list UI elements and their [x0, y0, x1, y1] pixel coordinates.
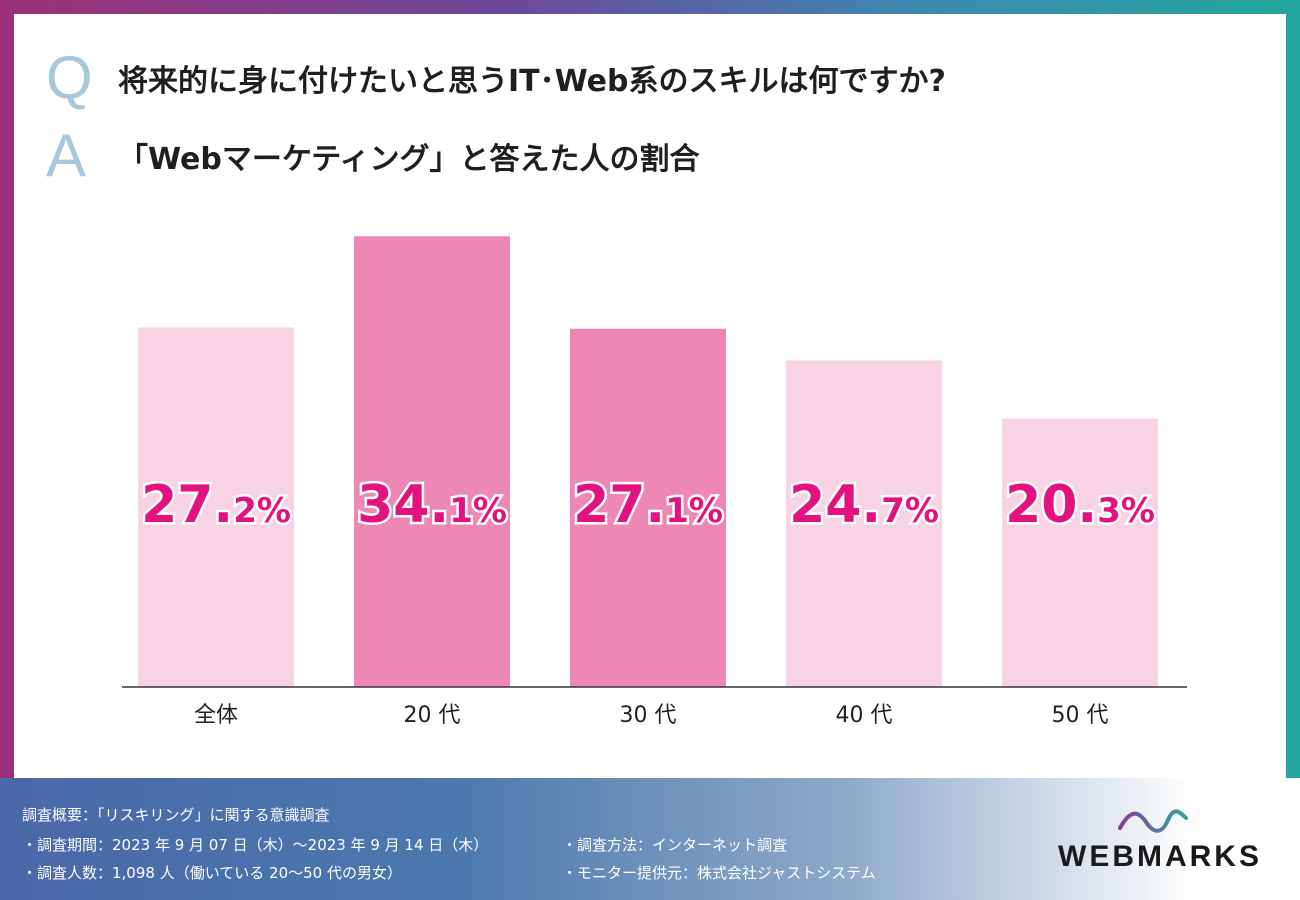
answer-letter: A [46, 122, 87, 189]
logo-text: WEBMARKS [1058, 840, 1262, 873]
category-label-2: 30 代 [620, 703, 677, 728]
wave-icon [1118, 809, 1188, 833]
survey-footer: 調査概要：「リスキリング」に関する意識調査 ・調査期間：2023 年 9 月 0… [0, 778, 1300, 900]
survey-method: ・調査方法：インターネット調査 [562, 836, 788, 854]
value-label-1: 34.1% [357, 475, 507, 535]
bar-4 [1002, 418, 1158, 687]
bar-0 [138, 327, 294, 687]
answer-row: A 「Webマーケティング」と答えた人の割合 [46, 126, 699, 186]
chart-card: Q 将来的に身に付けたいと思うIT･Web系のスキルは何ですか? A 「Webマ… [14, 14, 1286, 778]
value-label-0: 27.2% [141, 475, 291, 535]
category-label-4: 50 代 [1052, 703, 1109, 728]
value-label-4: 20.3% [1005, 475, 1155, 535]
value-label-3: 24.7% [789, 475, 939, 535]
question-row: Q 将来的に身に付けたいと思うIT･Web系のスキルは何ですか? [46, 48, 946, 108]
answer-text: 「Webマーケティング」と答えた人の割合 [118, 142, 700, 177]
category-label-1: 20 代 [404, 703, 461, 728]
survey-title: 調査概要：「リスキリング」に関する意識調査 [22, 806, 330, 824]
question-letter: Q [46, 44, 93, 111]
bar-1 [354, 236, 510, 687]
category-label-3: 40 代 [836, 703, 893, 728]
bar-2 [570, 328, 726, 687]
survey-respondents: ・調査人数：1,098 人（働いている 20～50 代の男女） [22, 864, 402, 882]
value-label-2: 27.1% [573, 475, 723, 535]
bar-3 [786, 360, 942, 687]
bar-chart: 27.2% 全体 34.1% 20 代 27.1% 30 代 24.7% 40 代 20.3% 5… [122, 236, 1187, 728]
webmarks-logo: WEBMARKS [1058, 808, 1262, 874]
question-text: 将来的に身に付けたいと思うIT･Web系のスキルは何ですか? [118, 64, 946, 99]
category-label-0: 全体 [194, 703, 238, 728]
survey-provider: ・モニター提供元：株式会社ジャストシステム [562, 864, 876, 882]
survey-period: ・調査期間：2023 年 9 月 07 日（木）～2023 年 9 月 14 日… [22, 836, 489, 854]
